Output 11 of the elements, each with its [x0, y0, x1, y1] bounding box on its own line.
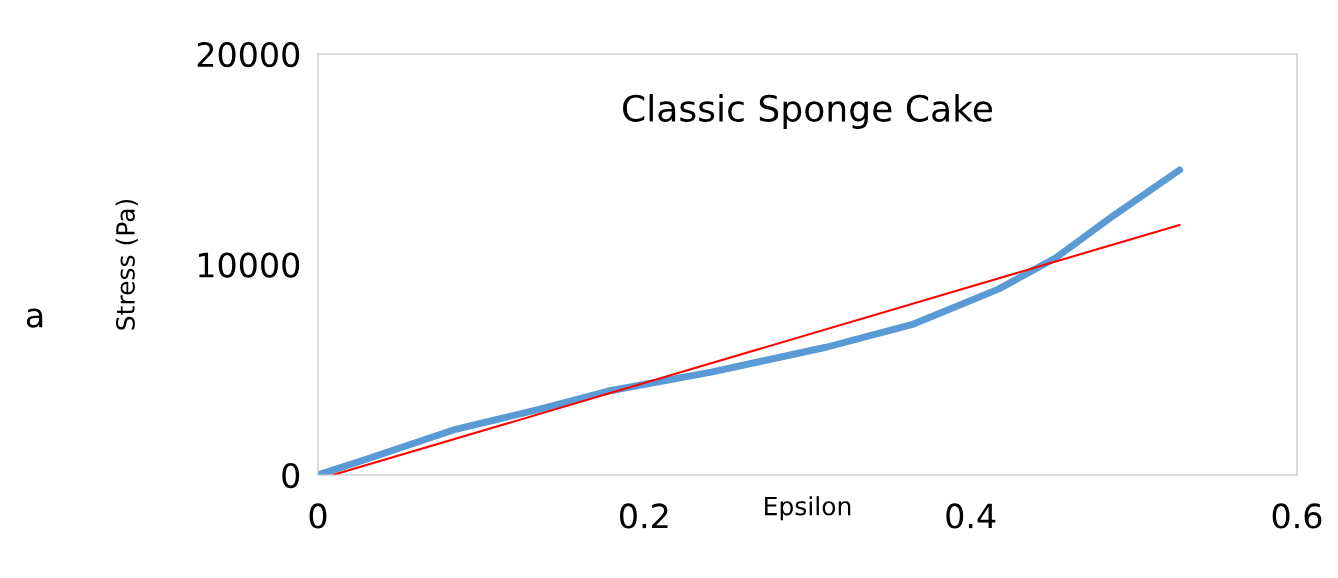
x-tick-label: 0.4 — [946, 503, 996, 529]
y-tick-label: 20000 — [197, 41, 300, 68]
y-tick-label: 10000 — [198, 252, 300, 278]
y-tick-label: 0 — [282, 462, 300, 489]
text: Classic Sponge Cake — [623, 94, 993, 129]
y-axis-title: Stress (Pa) — [115, 199, 138, 330]
text: a — [26, 308, 43, 328]
x-tick-label: 0 — [309, 503, 327, 529]
x-tick-label: 0.2 — [620, 503, 668, 529]
x-tick-label: 0.6 — [1272, 503, 1322, 529]
x-axis-title: Epsilon — [765, 496, 851, 521]
